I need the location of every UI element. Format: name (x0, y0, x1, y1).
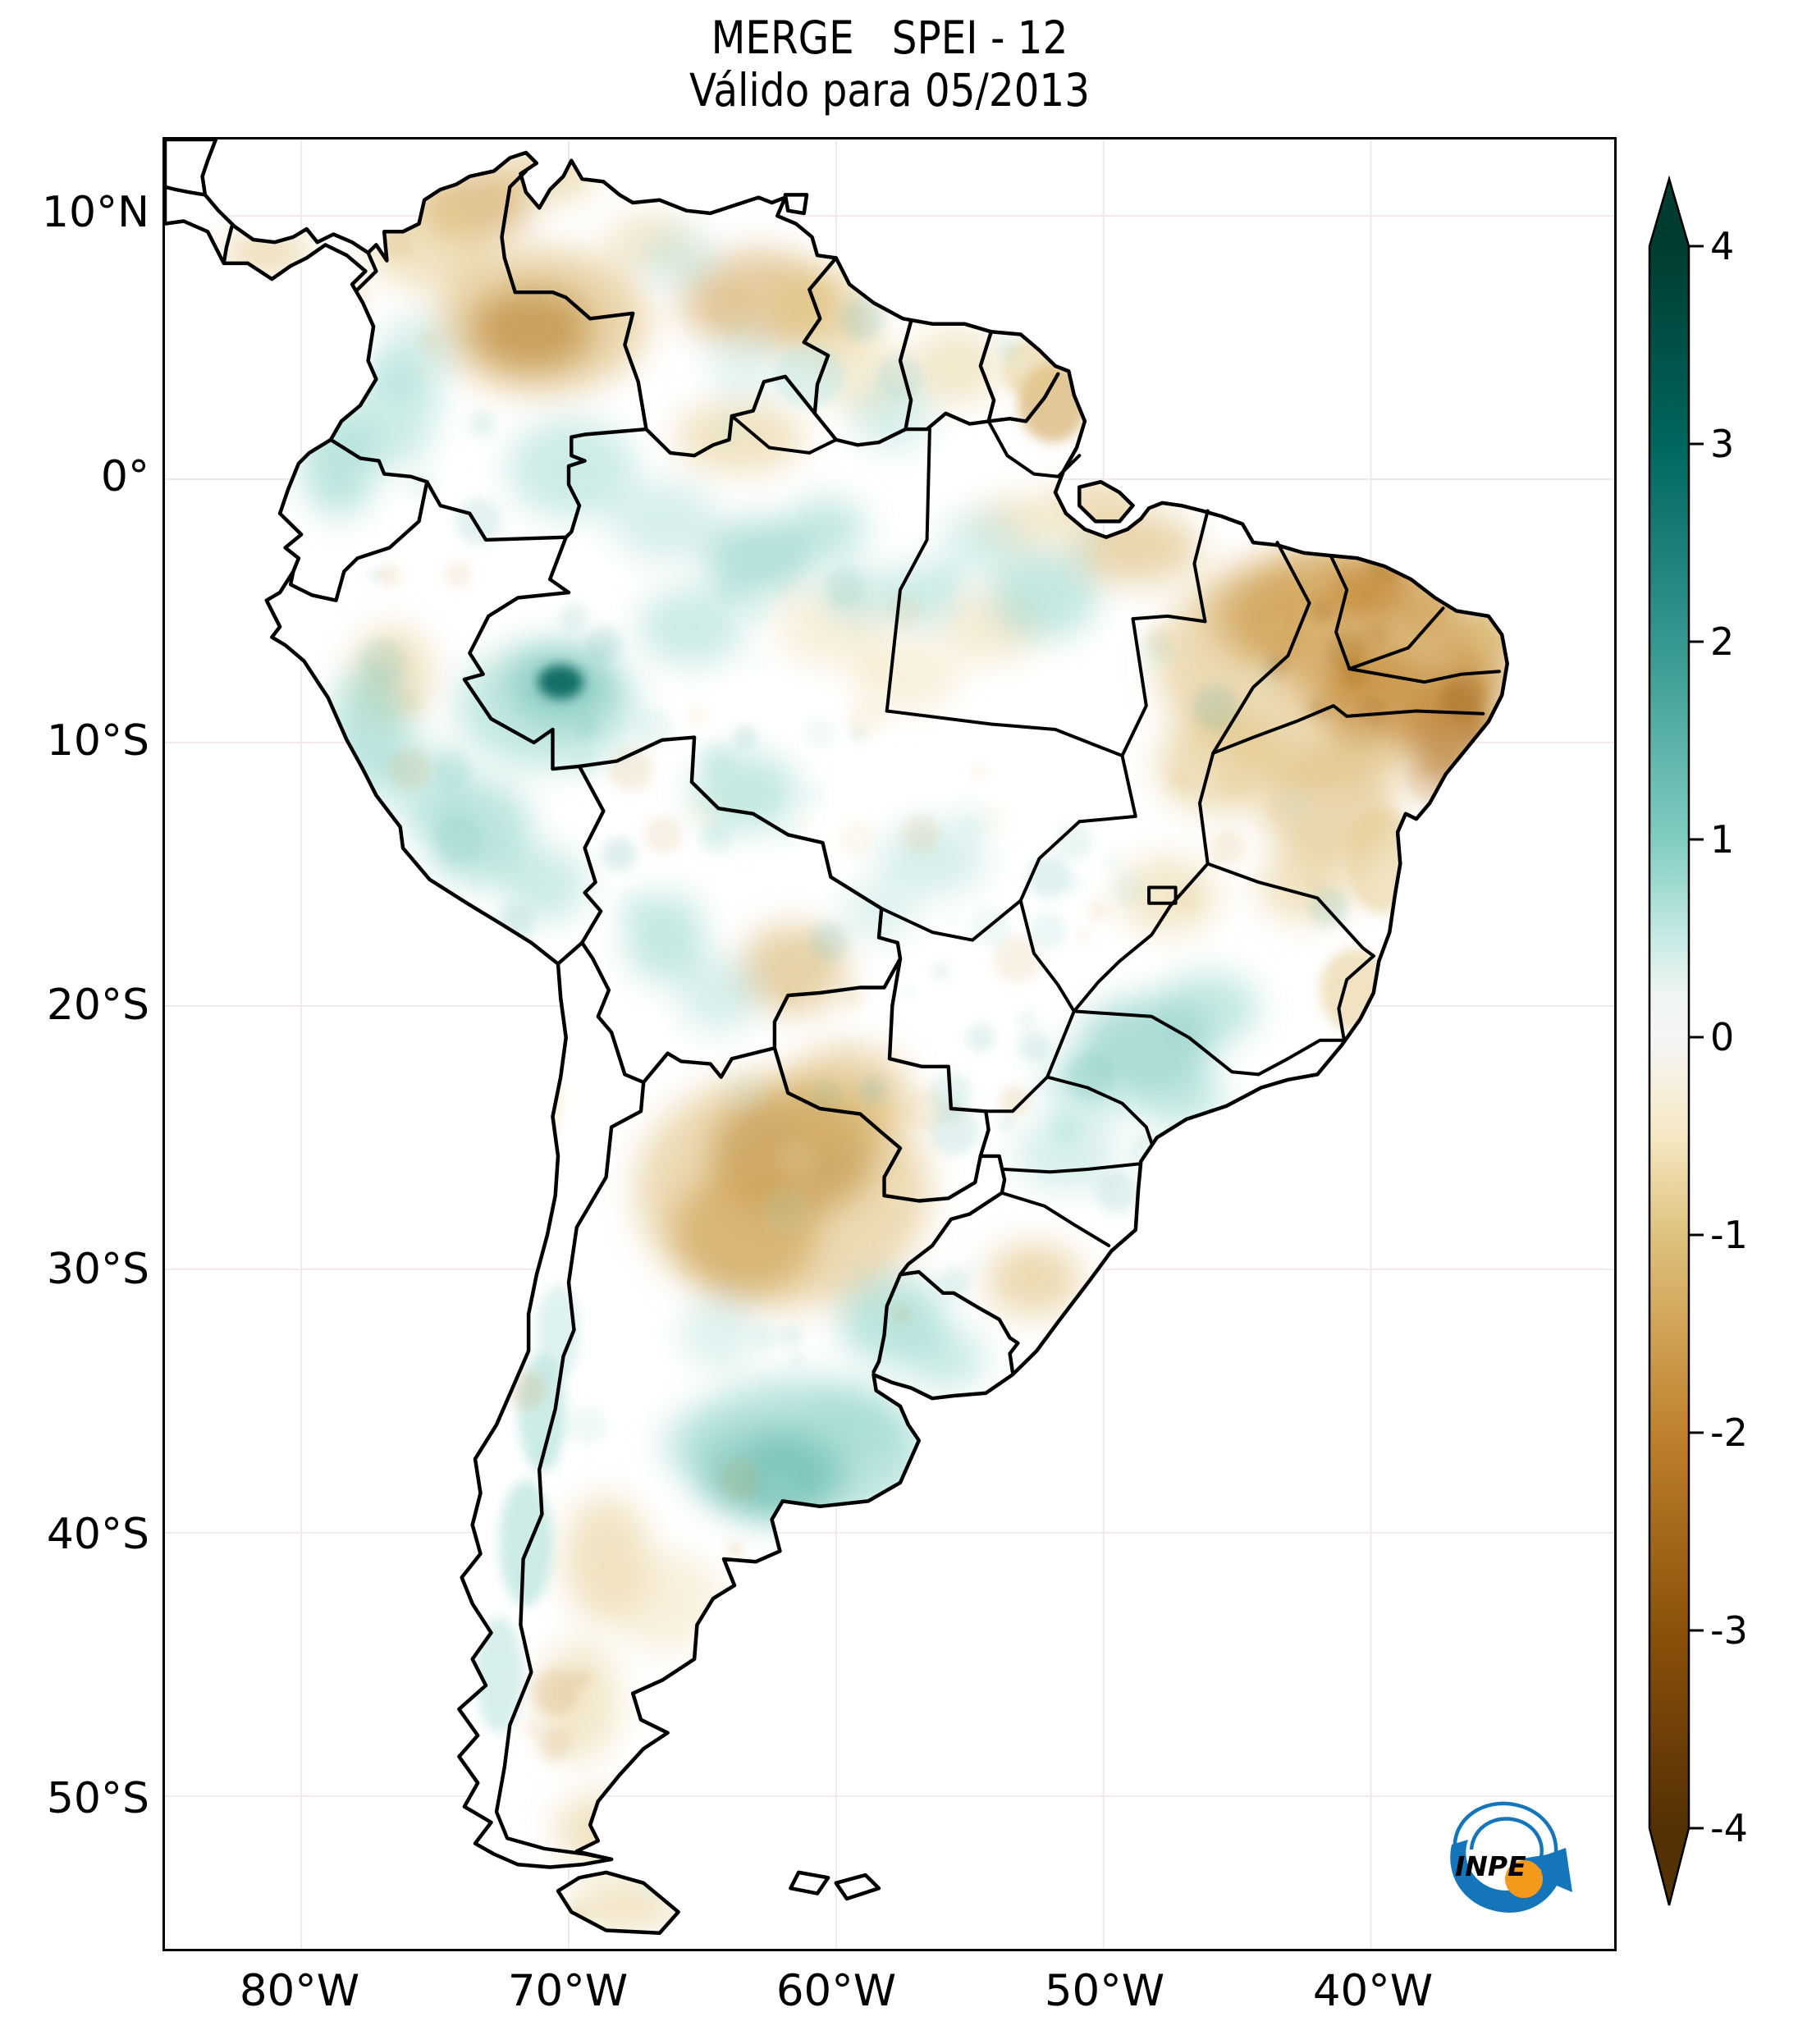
inpe-logo: INPE (1450, 1801, 1572, 1913)
lon-tick-label: 40°W (1312, 1966, 1434, 2016)
inpe-sun-dot (1505, 1860, 1543, 1898)
inpe-logo-text: INPE (1455, 1850, 1526, 1882)
colorbar-tick-label: 0 (1710, 1015, 1734, 1059)
colorbar-tick-label: -1 (1710, 1213, 1748, 1257)
lat-tick-label: 40°S (46, 1510, 149, 1559)
colorbar-tick-label: -4 (1710, 1806, 1748, 1850)
colorbar-tick-label: 4 (1710, 224, 1734, 268)
colorbar-tick-label: -2 (1710, 1411, 1748, 1455)
colorbar: 4 3 2 1 0 -1 -2 -3 -4 (1648, 175, 1748, 1906)
colorbar-tick-label: 3 (1710, 422, 1734, 466)
lon-tick-label: 60°W (775, 1966, 897, 2016)
inpe-orbit-arc-icon (1453, 1801, 1558, 1863)
lat-tick-label: 50°S (46, 1774, 149, 1823)
lat-tick-label: 30°S (46, 1245, 149, 1294)
lat-tick-label: 20°S (46, 981, 149, 1030)
colorbar-gradient (1648, 175, 1690, 1906)
colorbar-ticks (1689, 245, 1704, 1830)
lon-tick-label: 70°W (507, 1966, 629, 2016)
south-america-spei-map (165, 139, 1614, 1949)
colorbar-tick-label: 1 (1710, 817, 1734, 862)
figure-subtitle: Válido para 05/2013 (689, 64, 1091, 117)
lon-tick-label: 80°W (239, 1966, 360, 2016)
lon-tick-label: 50°W (1044, 1966, 1165, 2016)
map-frame (162, 137, 1617, 1951)
figure-title: MERGE SPEI - 12 (711, 11, 1068, 64)
colorbar-tick-label: -3 (1710, 1608, 1748, 1653)
lat-tick-label: 0° (100, 452, 149, 501)
colorbar-tick-label: 2 (1710, 620, 1734, 664)
country-and-state-borders (165, 139, 1509, 1935)
lat-tick-label: 10°N (41, 188, 149, 237)
lat-tick-label: 10°S (46, 716, 149, 766)
inpe-orbit-arc-inner-icon (1469, 1817, 1544, 1865)
